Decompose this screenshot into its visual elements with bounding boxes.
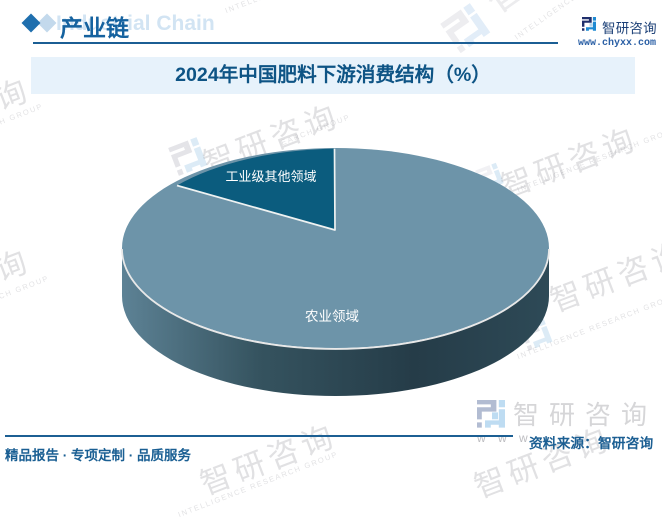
svg-text:农业领域: 农业领域 <box>305 309 359 324</box>
svg-text:工业级其他领域: 工业级其他领域 <box>225 169 316 184</box>
